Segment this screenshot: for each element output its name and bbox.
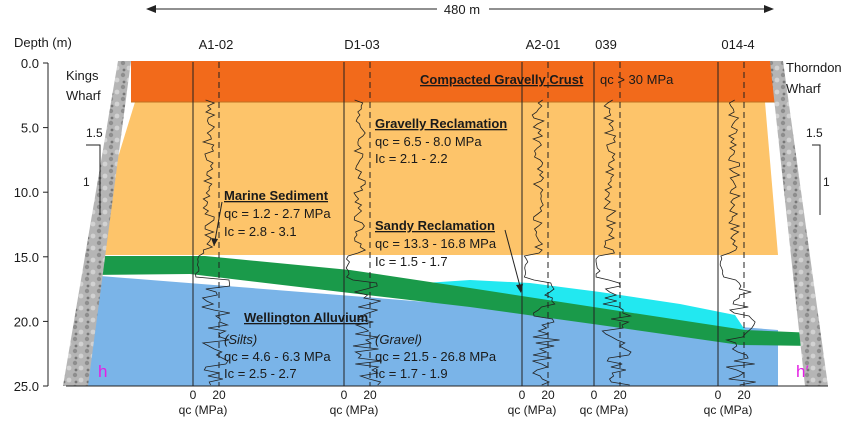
horizontal-scale: 480 m [146, 1, 774, 17]
cpt-axis-unit: qᴄ (MPa) [704, 403, 753, 417]
sandy-title: Sandy Reclamation [375, 218, 495, 233]
compacted-gravelly-crust-layer [131, 61, 780, 102]
cpt-axis-zero: 0 [715, 388, 722, 402]
depth-axis-title: Depth (m) [14, 35, 72, 50]
marine-qc: qᴄ = 1.2 - 2.7 MPa [224, 206, 331, 221]
silts-qc: qᴄ = 4.6 - 6.3 MPa [224, 349, 331, 364]
marine-sediment-label: Marine Sediment qᴄ = 1.2 - 2.7 MPa Iᴄ = … [211, 188, 331, 247]
depth-axis: 0.0 5.0 10.0 15.0 20.0 25.0 [14, 56, 49, 394]
depth-tick-label: 10.0 [14, 185, 39, 200]
cpt-id-label: A1-02 [199, 37, 234, 52]
cpt-axis-zero: 0 [591, 388, 598, 402]
cpt-axis-unit: qᴄ (MPa) [508, 403, 557, 417]
silts-name: (Silts) [224, 332, 257, 347]
thorndon-wharf-label-1: Thorndon [786, 60, 842, 75]
gravelly-title: Gravelly Reclamation [375, 116, 507, 131]
sandy-ic: Iᴄ = 1.5 - 1.7 [375, 254, 448, 269]
depth-tick-label: 25.0 [14, 379, 39, 394]
wellington-alluvium-label: Wellington Alluvium (Silts) qᴄ = 4.6 - 6… [224, 310, 497, 381]
silts-ic: Iᴄ = 2.5 - 2.7 [224, 366, 297, 381]
svg-text:1: 1 [823, 175, 830, 189]
soil-layers [66, 61, 815, 386]
wellington-alluvium-layer [66, 275, 778, 386]
gravelly-reclamation-label: Gravelly Reclamation qᴄ = 6.5 - 8.0 MPa … [375, 116, 507, 166]
cpt-axis-twenty: 20 [212, 388, 226, 402]
cpt-axis-unit: qᴄ (MPa) [179, 403, 228, 417]
thorndon-wharf-slope [770, 61, 828, 386]
gravelly-qc: qᴄ = 6.5 - 8.0 MPa [375, 134, 482, 149]
kings-wharf-label-2: Wharf [66, 88, 101, 103]
cpt-axis-zero: 0 [341, 388, 348, 402]
crust-qc: qᴄ > 30 MPa [600, 72, 674, 87]
corner-label-right: h′ [796, 362, 809, 381]
cpt-axis-twenty: 20 [613, 388, 627, 402]
sandy-reclamation-label: Sandy Reclamation qᴄ = 13.3 - 16.8 MPa I… [375, 218, 523, 293]
thorndon-wharf-label-2: Wharf [786, 81, 821, 96]
corner-label-left: h [98, 362, 107, 381]
cpt-id-label: 039 [595, 37, 617, 52]
gravelly-ic: Iᴄ = 2.1 - 2.2 [375, 151, 448, 166]
crust-title: Compacted Gravelly Crust [420, 72, 584, 87]
gravelly-reclamation-layer [88, 102, 778, 255]
cpt-axis-unit: qᴄ (MPa) [580, 403, 629, 417]
marine-ic: Iᴄ = 2.8 - 3.1 [224, 224, 297, 239]
slope-indicator-right: 1.5 1 [806, 126, 830, 215]
cpt-axis-zero: 0 [519, 388, 526, 402]
cpt-id-label: D1-03 [344, 37, 379, 52]
svg-text:1.5: 1.5 [86, 126, 103, 140]
svg-text:1: 1 [83, 175, 90, 189]
cpt-axis-twenty: 20 [737, 388, 751, 402]
alluvium-title: Wellington Alluvium [244, 310, 368, 325]
depth-tick-label: 0.0 [21, 56, 39, 71]
depth-tick-label: 5.0 [21, 121, 39, 136]
cpt-axis-unit: qᴄ (MPa) [330, 403, 379, 417]
depth-tick-label: 15.0 [14, 250, 39, 265]
gravel-qc: qᴄ = 21.5 - 26.8 MPa [375, 349, 497, 364]
kings-wharf-label-1: Kings [66, 68, 99, 83]
cpt-id-label: A2-01 [526, 37, 561, 52]
scale-label: 480 m [444, 2, 480, 17]
marine-sediment-layer [86, 256, 815, 346]
slope-indicator-left: 1.5 1 [83, 126, 103, 215]
depth-tick-label: 20.0 [14, 314, 39, 329]
gravel-name: (Gravel) [375, 332, 422, 347]
gravel-ic: Iᴄ = 1.7 - 1.9 [375, 366, 448, 381]
sandy-qc: qᴄ = 13.3 - 16.8 MPa [375, 236, 497, 251]
cpt-id-label: 014-4 [721, 37, 754, 52]
svg-text:1.5: 1.5 [806, 126, 823, 140]
cpt-axis-twenty: 20 [541, 388, 555, 402]
crust-label: Compacted Gravelly Crust qᴄ > 30 MPa [420, 72, 674, 87]
marine-title: Marine Sediment [224, 188, 329, 203]
kings-wharf-slope [63, 61, 131, 386]
cpt-axis-zero: 0 [190, 388, 197, 402]
cpt-axis-twenty: 20 [363, 388, 377, 402]
